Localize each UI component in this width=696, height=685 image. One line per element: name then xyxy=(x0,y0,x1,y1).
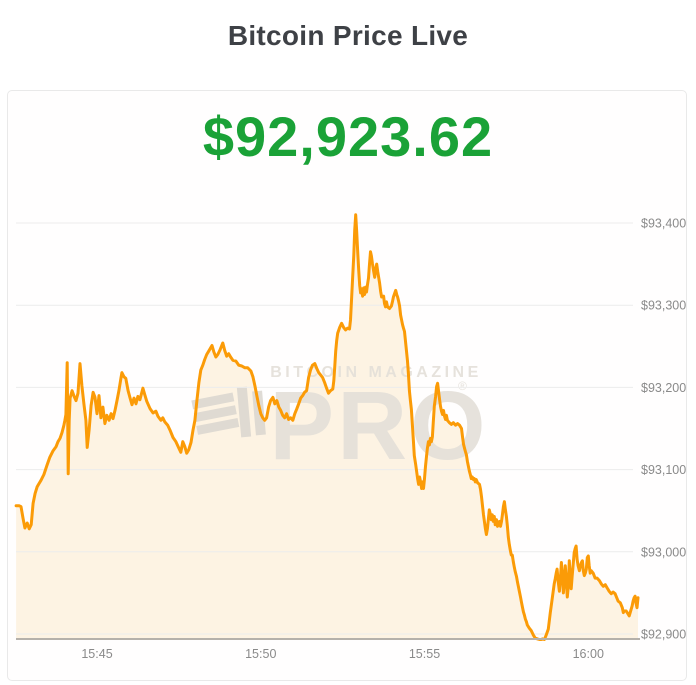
x-tick-label: 15:45 xyxy=(81,647,112,661)
price-line xyxy=(14,213,640,641)
bitcoin-magazine-logo-icon xyxy=(191,386,266,438)
y-tick-label: $92,900 xyxy=(641,628,686,642)
watermark: BITCOIN MAGAZINE PRO ® xyxy=(191,364,486,480)
chart-gridlines: $93,400 $93,300 $93,200 $93,100 $93,000 $92,9… xyxy=(16,217,686,642)
chart-axes: 15:45 15:50 15:55 16:00 xyxy=(16,638,640,661)
y-tick-label: $93,200 xyxy=(641,381,686,395)
registered-trademark-icon: ® xyxy=(458,379,467,393)
page-title: Bitcoin Price Live xyxy=(227,20,469,51)
price-area-layer xyxy=(16,214,639,640)
price-area xyxy=(16,214,639,640)
x-tick-label: 15:55 xyxy=(409,647,440,661)
x-tick-label: 16:00 xyxy=(573,647,604,661)
y-tick-label: $93,000 xyxy=(641,545,686,559)
price-line-layer xyxy=(14,213,640,641)
y-tick-label: $93,100 xyxy=(641,463,686,477)
current-price-value: $92,923.62 xyxy=(202,105,494,168)
x-tick-label: 15:50 xyxy=(245,647,276,661)
y-tick-label: $93,300 xyxy=(641,299,686,313)
y-tick-label: $93,400 xyxy=(641,217,686,231)
